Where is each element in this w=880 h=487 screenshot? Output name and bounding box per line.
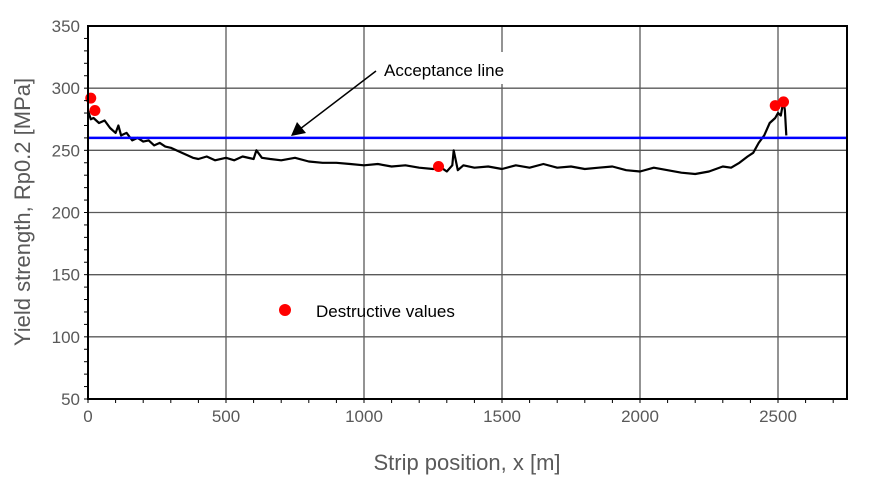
x-tick-label: 1000 — [345, 407, 383, 426]
annotation-arrow — [291, 70, 377, 136]
x-tick-label: 1500 — [483, 407, 521, 426]
destructive-value-point — [769, 100, 781, 112]
x-tick-label: 0 — [83, 407, 92, 426]
x-tick-label: 2000 — [621, 407, 659, 426]
y-axis-label: Yield strength, Rp0.2 [MPa] — [10, 78, 35, 346]
destructive-value-point — [433, 160, 445, 172]
x-axis-label: Strip position, x [m] — [373, 450, 560, 475]
axes: 50 100 150 200 250 300 350 0 500 1000 1500 2000 2500 — [52, 17, 848, 426]
annotation-background — [378, 52, 526, 84]
y-tick-label: 50 — [61, 390, 80, 409]
y-tick-label: 300 — [52, 79, 80, 98]
x-tick-label: 500 — [212, 407, 240, 426]
grid — [87, 25, 847, 400]
yield-strength-line — [86, 99, 788, 176]
destructive-value-point — [85, 92, 97, 104]
y-tick-label: 350 — [52, 17, 80, 36]
legend-label-destructive-values: Destructive values — [316, 302, 455, 321]
legend-marker-destructive-values — [279, 304, 291, 316]
y-tick-label: 100 — [52, 328, 80, 347]
y-tick-label: 250 — [52, 141, 80, 160]
series-group — [85, 92, 847, 176]
annotation-acceptance-line: Acceptance line — [384, 61, 504, 80]
destructive-value-point — [89, 105, 101, 117]
x-tick-label: 2500 — [759, 407, 797, 426]
y-tick-label: 150 — [52, 266, 80, 285]
plot-frame — [87, 25, 848, 400]
destructive-value-point — [778, 96, 790, 108]
y-tick-label: 200 — [52, 204, 80, 223]
